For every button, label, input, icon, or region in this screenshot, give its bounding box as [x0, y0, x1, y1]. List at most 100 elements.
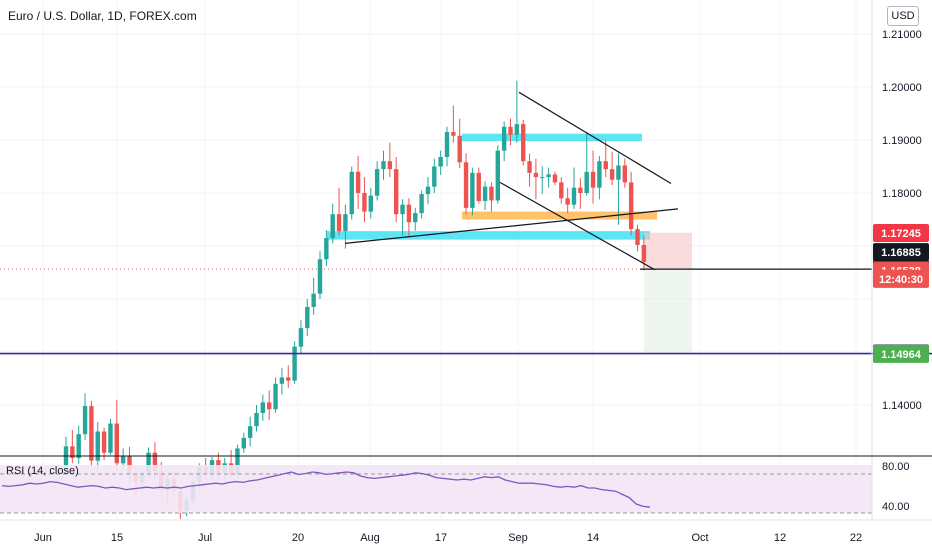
- candle-body: [311, 293, 316, 307]
- candle-body: [70, 446, 75, 458]
- candle-body: [349, 171, 354, 215]
- candle-body: [641, 244, 647, 262]
- candle-body: [298, 328, 304, 347]
- drawings-layer: [0, 91, 932, 355]
- candle-body: [521, 124, 526, 162]
- candle-body: [89, 406, 94, 461]
- candle-body: [387, 161, 393, 170]
- candle-body: [267, 402, 272, 410]
- candle-body: [470, 172, 475, 208]
- time-axis[interactable]: Jun 15 Jul 20 Aug 17 Sep 14 Oct 12 22: [34, 532, 862, 544]
- candle-body: [247, 426, 253, 438]
- candle-body: [82, 406, 88, 435]
- candle-body: [362, 193, 367, 212]
- x-tick-label: 22: [850, 532, 862, 544]
- rsi-title: RSI (14, close): [6, 465, 79, 477]
- candle-body: [546, 174, 551, 178]
- price-label-box: [873, 344, 929, 363]
- candle-body: [616, 165, 621, 180]
- price-axis[interactable]: 1.21000 1.20000 1.19000 1.18000 1.14000: [882, 29, 922, 412]
- currency-badge[interactable]: USD: [887, 6, 919, 26]
- candle-body: [584, 171, 589, 193]
- x-tick-label: Aug: [360, 532, 380, 544]
- candle-body: [336, 214, 342, 232]
- candle-body: [571, 187, 577, 205]
- x-tick-label: 17: [435, 532, 447, 544]
- candle-body: [413, 213, 418, 223]
- rsi-axis-label: 40.00: [882, 501, 910, 513]
- candle-body: [146, 452, 151, 473]
- price-label-box: [873, 243, 929, 262]
- candle-body: [324, 238, 329, 260]
- candle-body: [476, 172, 481, 201]
- price-label-text: 1.14964: [881, 349, 922, 361]
- candle-body: [330, 214, 335, 239]
- channel-upper-line: [518, 91, 672, 184]
- rsi-line: [1, 471, 651, 508]
- candle-body: [444, 132, 450, 157]
- candle-body: [374, 169, 380, 196]
- candle-body: [559, 182, 564, 199]
- candle-body: [235, 448, 240, 474]
- price-label-text: 12:40:30: [879, 274, 923, 286]
- candles-layer: [63, 80, 647, 519]
- candle-body: [451, 132, 456, 136]
- candle-body: [355, 171, 361, 193]
- stop-loss-box: [644, 232, 692, 270]
- candle-body: [603, 161, 608, 170]
- candle-body: [152, 452, 158, 472]
- candle-body: [508, 126, 513, 135]
- y-tick-label: 1.14000: [882, 400, 922, 412]
- y-tick-label: 1.21000: [882, 29, 922, 41]
- candle-body: [438, 156, 443, 167]
- candle-body: [590, 171, 596, 188]
- candle-body: [533, 172, 539, 178]
- candle-body: [101, 431, 107, 453]
- candle-body: [254, 412, 259, 427]
- candle-body: [628, 182, 634, 230]
- rsi-axis-label: 80.00: [882, 461, 910, 473]
- price-pane-background: [0, 0, 872, 455]
- candle-body: [457, 135, 462, 163]
- grid-layer: [0, 0, 872, 520]
- x-tick-label: Jun: [34, 532, 52, 544]
- candle-body: [292, 346, 297, 381]
- candle-body: [527, 161, 532, 173]
- x-tick-label: 20: [292, 532, 304, 544]
- candle-body: [120, 456, 126, 464]
- candle-body: [609, 169, 615, 180]
- candle-body: [489, 186, 494, 201]
- chart-title: Euro / U.S. Dollar, 1D, FOREX.com: [8, 9, 197, 23]
- x-tick-label: Sep: [508, 532, 528, 544]
- candle-body: [381, 161, 386, 170]
- candle-body: [552, 174, 558, 183]
- candle-body: [305, 306, 310, 329]
- y-tick-label: 1.18000: [882, 188, 922, 200]
- x-tick-label: 15: [111, 532, 123, 544]
- x-tick-label: Jul: [198, 532, 212, 544]
- candle-body: [501, 126, 507, 151]
- candle-body: [400, 204, 405, 215]
- candle-body: [114, 423, 119, 464]
- y-tick-label: 1.19000: [882, 135, 922, 147]
- x-tick-label: 14: [587, 532, 599, 544]
- x-tick-label: Oct: [691, 532, 708, 544]
- y-tick-label: 1.20000: [882, 82, 922, 94]
- candle-body: [540, 177, 545, 179]
- candle-body: [565, 198, 570, 205]
- candle-body: [241, 437, 246, 449]
- candle-body: [597, 161, 602, 188]
- candle-body: [635, 229, 640, 245]
- candle-body: [394, 169, 399, 215]
- candle-body: [578, 187, 583, 193]
- candle-body: [482, 186, 488, 201]
- price-label-box: [873, 269, 929, 288]
- candle-body: [317, 259, 323, 294]
- candle-body: [95, 431, 100, 461]
- rsi-layer: 80.00 40.00: [0, 461, 910, 514]
- candle-body: [273, 383, 278, 410]
- candle-body: [419, 194, 424, 214]
- candle-body: [108, 423, 113, 453]
- resistance-zone: [462, 133, 642, 142]
